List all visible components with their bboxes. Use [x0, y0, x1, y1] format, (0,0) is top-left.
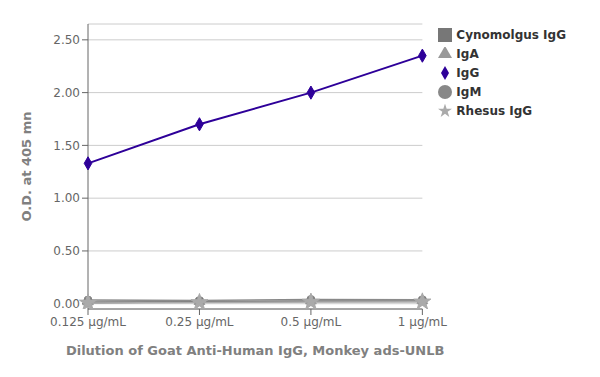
svg-text:Dilution of Goat Anti-Human Ig: Dilution of Goat Anti-Human IgG, Monkey … [66, 343, 445, 358]
svg-text:1 μg/mL: 1 μg/mL [398, 315, 447, 329]
svg-text:2.00: 2.00 [53, 86, 80, 100]
svg-text:0.00: 0.00 [53, 297, 80, 311]
html-text:IgG: IgG [456, 66, 480, 80]
svg-text:1.00: 1.00 [53, 191, 80, 205]
svg-text:2.50: 2.50 [53, 33, 80, 47]
html-text:Cynomolgus IgG: Cynomolgus IgG [456, 28, 566, 42]
svg-text:0.5 μg/mL: 0.5 μg/mL [281, 315, 342, 329]
html-text:IgM: IgM [456, 85, 482, 99]
svg-text:0.125 μg/mL: 0.125 μg/mL [50, 315, 126, 329]
svg-text:1.50: 1.50 [53, 139, 80, 153]
svg-text:O.D. at 405 mn: O.D. at 405 mn [19, 112, 34, 222]
html-text:IgA: IgA [456, 47, 479, 61]
svg-text:0.50: 0.50 [53, 244, 80, 258]
html-text:Rhesus IgG: Rhesus IgG [456, 104, 533, 118]
svg-text:0.25 μg/mL: 0.25 μg/mL [165, 315, 234, 329]
